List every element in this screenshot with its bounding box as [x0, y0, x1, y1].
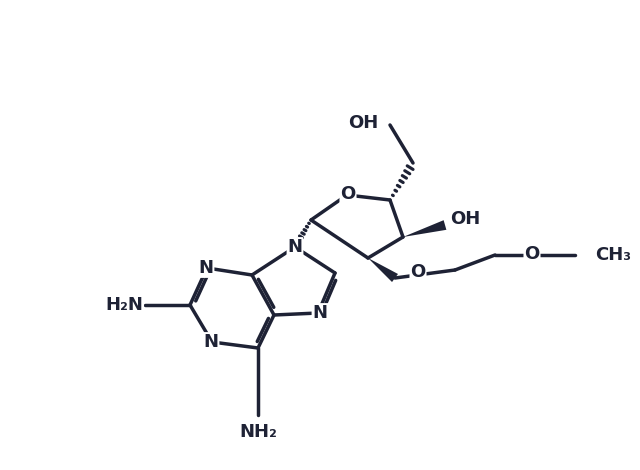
Text: OH: OH [450, 210, 480, 228]
Text: H₂N: H₂N [105, 296, 143, 314]
Text: N: N [312, 304, 328, 322]
Polygon shape [368, 258, 398, 282]
Text: OH: OH [348, 114, 378, 132]
Text: O: O [410, 263, 426, 281]
Text: O: O [524, 245, 540, 263]
Text: O: O [340, 185, 356, 203]
Polygon shape [403, 220, 446, 237]
Text: N: N [198, 259, 214, 277]
Text: N: N [204, 333, 218, 351]
Text: N: N [287, 238, 303, 256]
Text: NH₂: NH₂ [239, 423, 277, 441]
Text: CH₃: CH₃ [595, 246, 631, 264]
